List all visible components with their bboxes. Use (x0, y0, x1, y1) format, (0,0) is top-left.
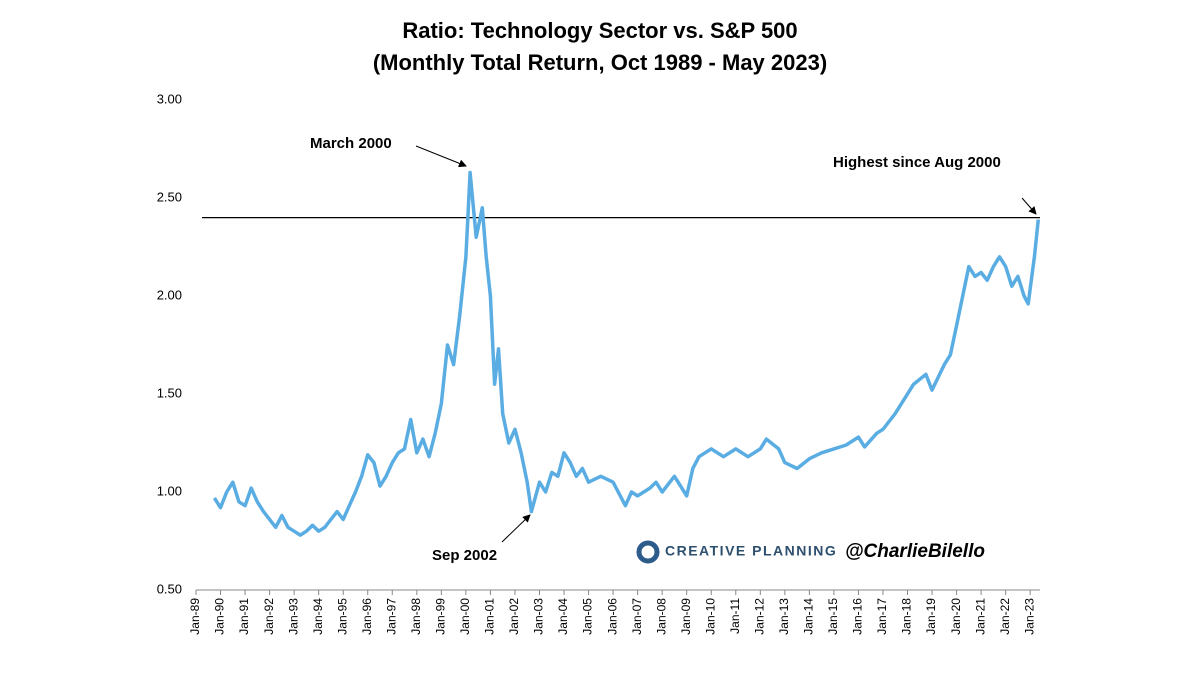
x-tick-label: Jan-97 (384, 598, 398, 635)
x-tick-label: Jan-22 (998, 598, 1012, 635)
x-tick-label: Jan-18 (900, 598, 914, 635)
watermark: CREATIVE PLANNING (665, 543, 837, 559)
x-tick-label: Jan-93 (286, 598, 300, 635)
y-tick-label: 2.00 (157, 287, 182, 302)
logo-icon (636, 540, 660, 564)
x-tick-label: Jan-94 (311, 598, 325, 635)
x-tick-label: Jan-08 (654, 598, 668, 635)
annotation: Sep 2002 (432, 547, 497, 564)
x-tick-label: Jan-13 (777, 598, 791, 635)
x-tick-label: Jan-95 (335, 598, 349, 635)
annotation-arrow (1021, 197, 1037, 215)
annotation: March 2000 (310, 135, 392, 152)
x-tick-label: Jan-09 (679, 598, 693, 635)
annotation: Highest since Aug 2000 (833, 154, 1001, 171)
x-tick-label: Jan-04 (556, 598, 570, 635)
x-tick-label: Jan-07 (630, 598, 644, 635)
x-tick-label: Jan-00 (458, 598, 472, 635)
x-tick-label: Jan-23 (1022, 598, 1036, 635)
x-tick-label: Jan-92 (262, 598, 276, 635)
watermark: @CharlieBilello (845, 541, 985, 562)
y-tick-label: 0.50 (157, 581, 182, 596)
x-tick-label: Jan-98 (409, 598, 423, 635)
x-tick-label: Jan-03 (532, 598, 546, 635)
chart-title: Ratio: Technology Sector vs. S&P 500 (402, 18, 797, 43)
chart-subtitle: (Monthly Total Return, Oct 1989 - May 20… (373, 50, 827, 75)
annotation-arrow (415, 145, 467, 168)
x-tick-label: Jan-17 (875, 598, 889, 635)
x-tick-label: Jan-96 (360, 598, 374, 635)
x-tick-label: Jan-20 (949, 598, 963, 635)
x-tick-label: Jan-06 (605, 598, 619, 635)
annotation-arrow (501, 514, 531, 543)
x-tick-label: Jan-10 (703, 598, 717, 635)
x-tick-label: Jan-90 (213, 598, 227, 635)
x-tick-label: Jan-01 (483, 598, 497, 635)
y-tick-label: 1.50 (157, 385, 182, 400)
x-tick-label: Jan-05 (581, 598, 595, 635)
y-tick-label: 3.00 (157, 91, 182, 106)
x-tick-label: Jan-02 (507, 598, 521, 635)
x-tick-label: Jan-21 (973, 598, 987, 635)
y-tick-label: 1.00 (157, 483, 182, 498)
y-tick-label: 2.50 (157, 189, 182, 204)
x-tick-label: Jan-12 (752, 598, 766, 635)
x-tick-label: Jan-89 (188, 598, 202, 635)
x-tick-label: Jan-11 (728, 598, 742, 634)
x-tick-label: Jan-14 (802, 598, 816, 635)
x-tick-label: Jan-19 (924, 598, 938, 635)
x-tick-label: Jan-16 (851, 598, 865, 635)
series-line (212, 170, 1041, 537)
x-tick-label: Jan-99 (434, 598, 448, 635)
x-tick-label: Jan-91 (237, 598, 251, 635)
x-tick-label: Jan-15 (826, 598, 840, 635)
